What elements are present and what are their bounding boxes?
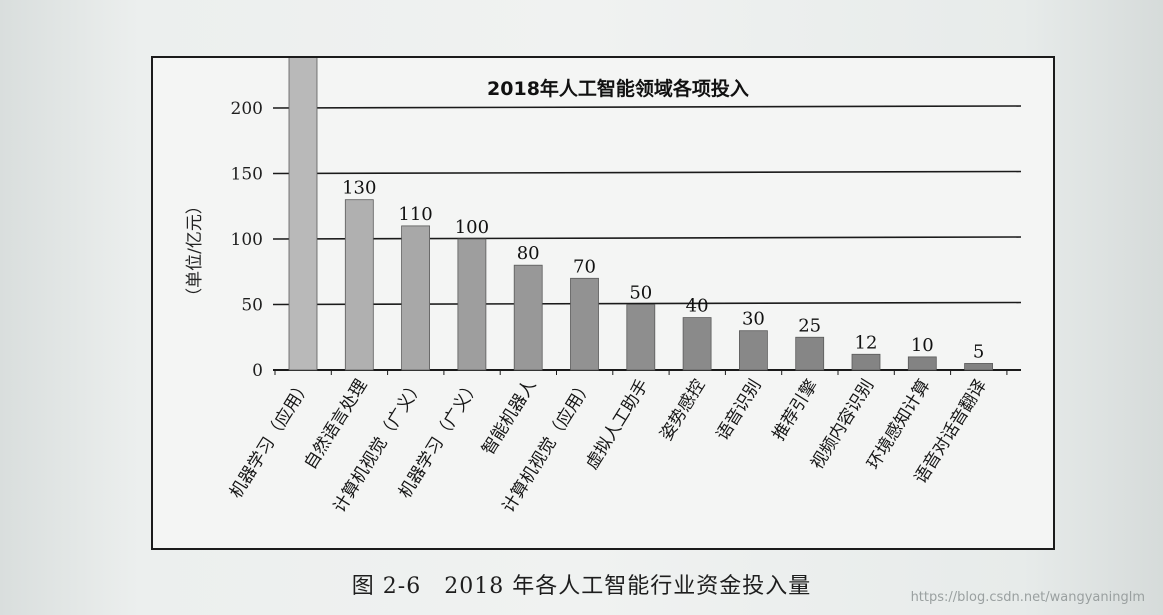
bar xyxy=(682,317,712,371)
x-tick-label: 推荐引擎 xyxy=(769,376,822,444)
gridline xyxy=(272,236,1022,240)
bar xyxy=(288,58,318,371)
gridline xyxy=(272,301,1022,306)
bar xyxy=(457,238,487,371)
y-tick-label: 200 xyxy=(231,99,263,119)
bar xyxy=(964,363,993,371)
value-label: 12 xyxy=(855,332,878,353)
value-label: 130 xyxy=(342,178,376,199)
gridline xyxy=(272,105,1022,109)
y-tick-label: 150 xyxy=(231,165,263,185)
bar-chart: 2018年人工智能领域各项投入 （单位/亿元） 0501001502002503… xyxy=(185,58,1022,516)
bar xyxy=(626,304,656,371)
value-label: 80 xyxy=(517,243,540,264)
value-label: 40 xyxy=(686,296,709,317)
bar xyxy=(344,199,374,371)
value-label: 5 xyxy=(973,341,984,362)
chart-frame: 2018年人工智能领域各项投入 （单位/亿元） 0501001502002503… xyxy=(151,56,1055,550)
watermark: https://blog.csdn.net/wangyaninglm xyxy=(910,590,1145,605)
value-label: 25 xyxy=(798,315,821,336)
gridline xyxy=(272,170,1022,175)
bar xyxy=(513,264,543,371)
y-tick-label: 50 xyxy=(241,296,263,316)
y-tick-labels: 050100150200250300 xyxy=(231,99,263,381)
x-tick-label: 机器学习（应用） xyxy=(226,376,315,502)
bar xyxy=(851,353,881,371)
chart-title: 2018年人工智能领域各项投入 xyxy=(487,77,749,100)
x-tick-labels: 机器学习（应用）自然语言处理计算机视觉（广义）机器学习（广义）智能机器人计算机视… xyxy=(226,376,991,516)
figure-caption: 图 2-6 2018 年各人工智能行业资金投入量 xyxy=(351,574,812,599)
bar xyxy=(401,225,431,371)
value-label: 70 xyxy=(573,256,596,277)
bar xyxy=(739,330,768,371)
bar xyxy=(795,336,825,371)
bar xyxy=(907,356,937,371)
x-tick-label: 姿势感控 xyxy=(656,376,709,444)
value-label: 10 xyxy=(911,335,934,356)
value-labels: 26513011010080705040302512105 xyxy=(342,178,984,363)
value-label: 100 xyxy=(455,217,489,238)
y-axis-label: （单位/亿元） xyxy=(185,197,205,305)
x-tick-label: 智能机器人 xyxy=(478,376,540,459)
y-tick-label: 0 xyxy=(252,361,263,381)
x-tick-label: 语音识别 xyxy=(713,376,766,444)
value-label: 50 xyxy=(629,283,652,304)
y-tick-label: 100 xyxy=(231,230,263,250)
value-label: 110 xyxy=(398,204,432,225)
bars xyxy=(288,58,993,371)
bar xyxy=(570,277,599,371)
value-label: 30 xyxy=(742,309,765,330)
